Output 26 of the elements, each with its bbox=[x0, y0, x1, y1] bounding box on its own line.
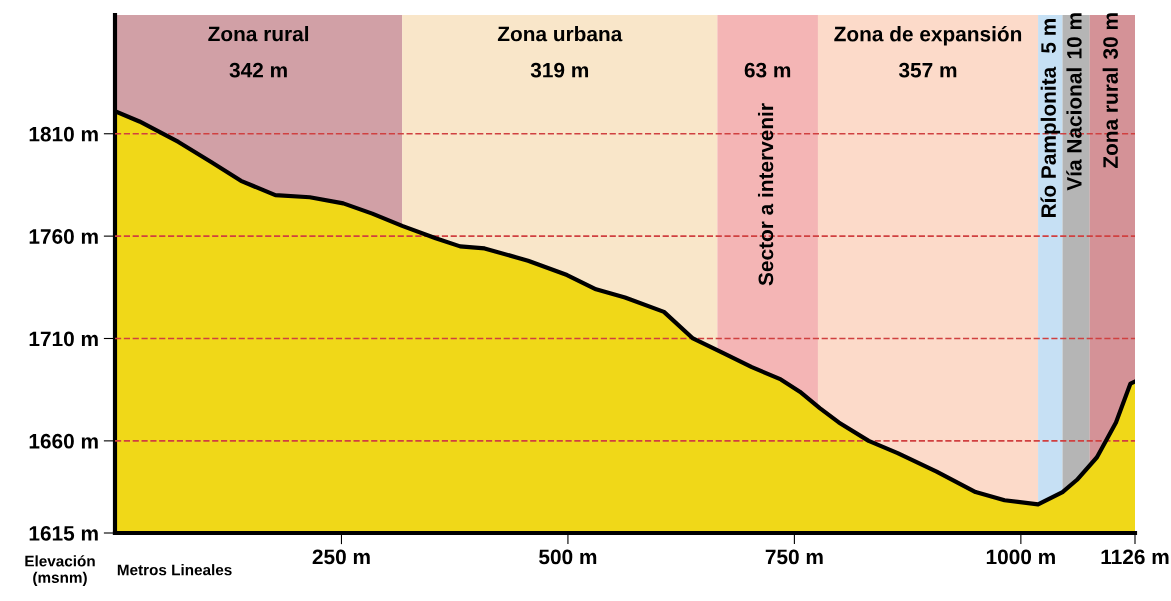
annotation: 63 m bbox=[744, 62, 791, 78]
x-axis-title: Metros Lineales bbox=[117, 564, 232, 576]
band-label: Zona rural bbox=[208, 26, 309, 42]
annotation: 5 m bbox=[1041, 19, 1056, 54]
y-tick-label: 1810 m bbox=[29, 126, 98, 142]
band-label: Zona de expansión bbox=[834, 25, 1022, 46]
x-tick-label: 250 m bbox=[312, 549, 370, 565]
y-tick-label: 1615 m bbox=[29, 526, 98, 541]
band-label: Zona urbana bbox=[497, 26, 623, 42]
band-label: Zona rural bbox=[1102, 68, 1118, 169]
y-axis-title: Elevación (msnm) bbox=[25, 555, 95, 586]
annotation: 342 m bbox=[229, 62, 287, 78]
annotation: 10 m bbox=[1066, 13, 1082, 59]
x-tick-label: 1126 m bbox=[1101, 549, 1169, 565]
annotation: 30 m bbox=[1103, 13, 1118, 59]
band-label: Vía Nacional bbox=[1066, 68, 1082, 191]
y-tick-label: 1760 m bbox=[29, 229, 98, 244]
annotation: 319 m bbox=[530, 62, 589, 78]
x-tick-label: 750 m bbox=[765, 549, 823, 565]
x-tick-label: 1000 m bbox=[986, 549, 1055, 565]
y-tick-label: 1660 m bbox=[29, 433, 98, 449]
band-label: Sector a intervenir bbox=[757, 103, 774, 286]
y-tick-label: 1710 m bbox=[29, 331, 98, 347]
band-label: Río Pamplonita bbox=[1040, 66, 1061, 218]
annotation: 357 m bbox=[898, 62, 957, 78]
x-tick-label: 500 m bbox=[539, 549, 597, 565]
